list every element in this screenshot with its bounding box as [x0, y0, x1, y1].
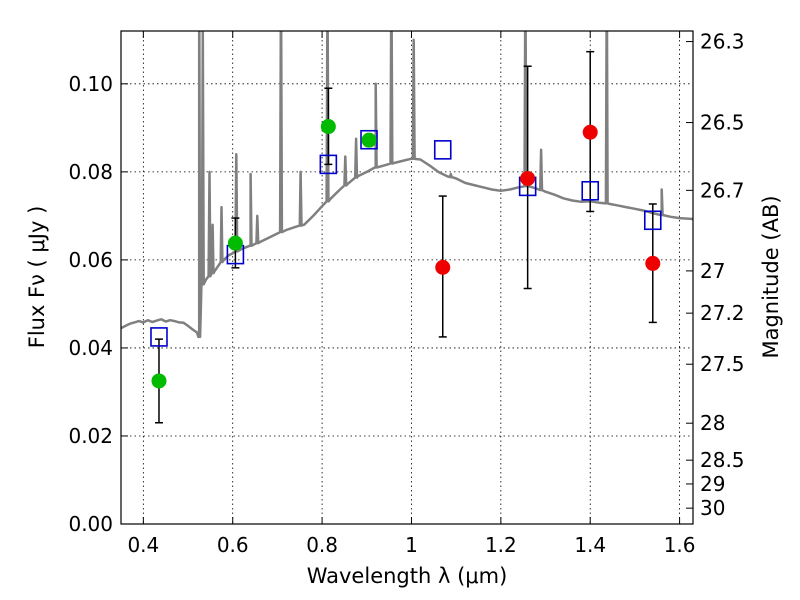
model-photometry-marker — [581, 180, 600, 201]
x-tick-label: 1.2 — [485, 533, 517, 557]
observed-optical-marker — [361, 132, 377, 148]
x-tick-label: 1 — [405, 533, 418, 557]
observed-optical-marker — [227, 235, 243, 251]
x-tick-label: 0.4 — [127, 533, 159, 557]
plot-frame — [120, 30, 694, 525]
y-tick-label: 0.10 — [68, 72, 113, 96]
right-tick-label: 27 — [700, 259, 725, 283]
grid — [121, 31, 693, 525]
model-spectrum — [121, 31, 693, 339]
model-photometry-marker — [150, 327, 168, 347]
right-tick-label: 30 — [700, 496, 725, 520]
axis-ticks: 0.4 0.6 0.8 1 1.2 1.4 1.6 0.00 0.02 0.04 0.06 0.08 0… — [68, 30, 744, 557]
y-tick-label: 0.04 — [68, 336, 113, 360]
observed-optical-marker — [320, 119, 336, 135]
right-tick-label: 27.2 — [700, 301, 745, 325]
right-tick-label: 27.5 — [700, 352, 745, 376]
y-axis-label: Flux Fν ( μJy ) — [25, 206, 49, 349]
observed-optical-marker — [151, 373, 167, 389]
right-axis-label: Magnitude (AB) — [759, 195, 783, 358]
right-tick-label: 28.5 — [700, 448, 745, 472]
x-tick-label: 0.8 — [306, 533, 338, 557]
right-tick-label: 26.3 — [700, 30, 745, 54]
right-tick-label: 29 — [700, 472, 725, 496]
x-tick-label: 1.4 — [574, 533, 606, 557]
y-tick-label: 0.08 — [68, 160, 113, 184]
x-axis-label: Wavelength λ (μm) — [307, 564, 508, 588]
right-tick-label: 26.5 — [700, 111, 745, 135]
model-photometry-marker — [433, 140, 452, 160]
y-tick-label: 0.00 — [68, 512, 113, 536]
right-tick-label: 26.7 — [700, 178, 745, 202]
y-tick-label: 0.06 — [68, 248, 113, 272]
data-markers — [150, 119, 662, 389]
y-tick-label: 0.02 — [68, 424, 113, 448]
x-tick-label: 0.6 — [217, 533, 249, 557]
observed-near-ir-marker — [520, 170, 536, 186]
observed-near-ir-marker — [435, 259, 451, 275]
observed-near-ir-marker — [582, 124, 598, 140]
right-tick-label: 28 — [700, 411, 725, 435]
observed-near-ir-marker — [645, 255, 661, 271]
model-photometry-marker — [643, 210, 662, 231]
model-sed-line — [121, 31, 693, 339]
model-photometry-marker — [319, 154, 338, 175]
model-photometry-marker — [360, 129, 378, 150]
x-tick-label: 1.6 — [664, 533, 696, 557]
